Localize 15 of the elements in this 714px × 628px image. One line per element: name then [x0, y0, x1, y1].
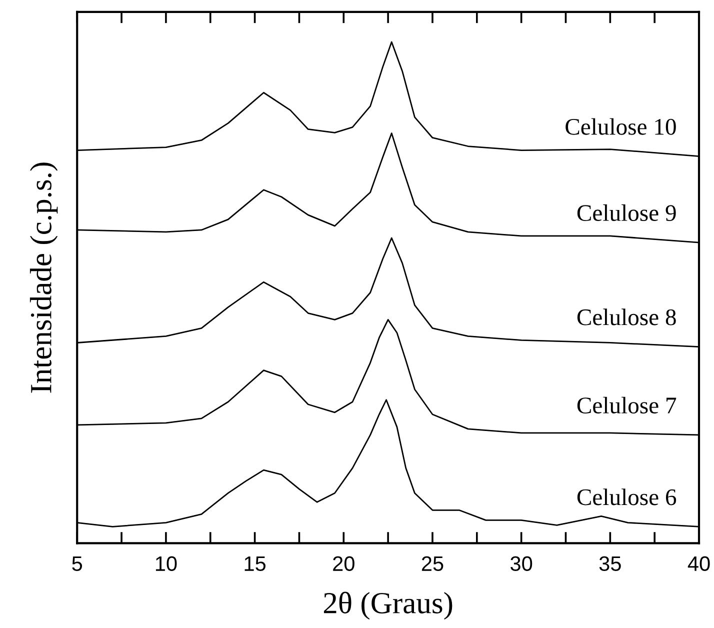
- series-label: Celulose 10: [566, 118, 676, 135]
- series-label: Celulose 7: [577, 396, 676, 414]
- series-label: Celulose 6: [577, 488, 676, 506]
- x-tick-label: 15: [244, 556, 266, 572]
- x-tick-label: 40: [688, 556, 710, 572]
- x-tick-label: 10: [156, 556, 177, 572]
- x-tick-label: 5: [72, 556, 82, 572]
- y-axis-title: Intensidade (c.p.s.): [30, 162, 58, 393]
- series-label: Celulose 8: [577, 308, 676, 326]
- x-tick-label: 20: [333, 556, 354, 572]
- x-tick-label: 30: [510, 556, 532, 572]
- series-label: Celulose 9: [577, 204, 676, 222]
- x-tick-label: 35: [599, 556, 621, 572]
- x-tick-label: 25: [422, 556, 444, 572]
- x-axis-title: 2θ (Graus): [324, 592, 452, 620]
